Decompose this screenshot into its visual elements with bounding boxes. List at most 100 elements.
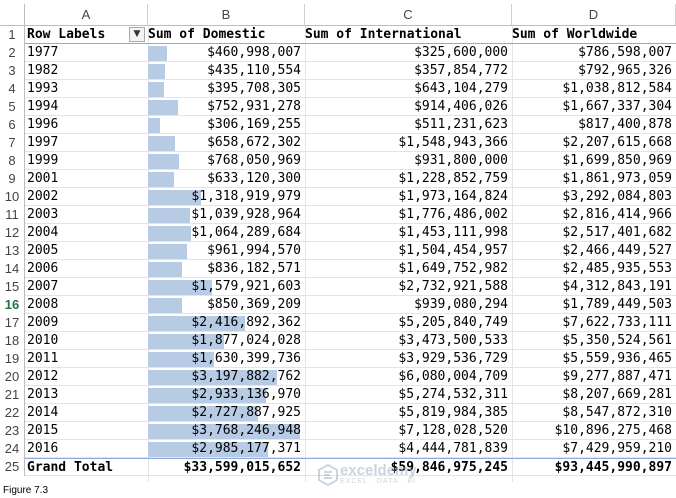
year-cell[interactable]: 2013 (27, 387, 59, 402)
domestic-cell[interactable]: $435,110,554 (207, 63, 301, 78)
international-cell[interactable]: $325,600,000 (414, 45, 508, 60)
international-cell[interactable]: $5,274,532,311 (398, 387, 508, 402)
year-cell[interactable]: 2002 (27, 189, 59, 204)
domestic-cell[interactable]: $1,064,289,684 (191, 225, 301, 240)
sum-international-header[interactable]: Sum of International (305, 27, 462, 42)
year-cell[interactable]: 1977 (27, 45, 59, 60)
worldwide-cell[interactable]: $8,207,669,281 (562, 387, 672, 402)
domestic-cell[interactable]: $3,197,882,762 (191, 369, 301, 384)
worldwide-cell[interactable]: $4,312,843,191 (562, 279, 672, 294)
select-all-corner[interactable] (0, 4, 25, 26)
domestic-cell[interactable]: $2,985,177,371 (191, 441, 301, 456)
worldwide-cell[interactable]: $2,207,615,668 (562, 135, 672, 150)
year-cell[interactable]: 1997 (27, 135, 59, 150)
column-header-a[interactable]: A (25, 4, 148, 26)
row-header-4[interactable]: 4 (0, 80, 25, 98)
grand-total-international[interactable]: $59,846,975,245 (390, 460, 508, 475)
domestic-cell[interactable]: $658,672,302 (207, 135, 301, 150)
worldwide-cell[interactable]: $792,965,326 (578, 63, 672, 78)
year-cell[interactable]: 2009 (27, 315, 59, 330)
domestic-cell[interactable]: $1,318,919,979 (191, 189, 301, 204)
worldwide-cell[interactable]: $1,861,973,059 (562, 171, 672, 186)
year-cell[interactable]: 1982 (27, 63, 59, 78)
row-header-21[interactable]: 21 (0, 386, 25, 404)
international-cell[interactable]: $1,973,164,824 (398, 189, 508, 204)
worldwide-cell[interactable]: $9,277,887,471 (562, 369, 672, 384)
grand-total-worldwide[interactable]: $93,445,990,897 (554, 460, 672, 475)
international-cell[interactable]: $1,453,111,998 (398, 225, 508, 240)
international-cell[interactable]: $643,104,279 (414, 81, 508, 96)
international-cell[interactable]: $3,473,500,533 (398, 333, 508, 348)
row-header-6[interactable]: 6 (0, 116, 25, 134)
row-header-2[interactable]: 2 (0, 44, 25, 62)
year-cell[interactable]: 2012 (27, 369, 59, 384)
row-header-12[interactable]: 12 (0, 224, 25, 242)
row-header-11[interactable]: 11 (0, 206, 25, 224)
row-header-14[interactable]: 14 (0, 260, 25, 278)
international-cell[interactable]: $357,854,772 (414, 63, 508, 78)
international-cell[interactable]: $931,800,000 (414, 153, 508, 168)
domestic-cell[interactable]: $1,630,399,736 (191, 351, 301, 366)
year-cell[interactable]: 2006 (27, 261, 59, 276)
year-cell[interactable]: 2014 (27, 405, 59, 420)
year-cell[interactable]: 2011 (27, 351, 59, 366)
domestic-cell[interactable]: $1,579,921,603 (191, 279, 301, 294)
domestic-cell[interactable]: $460,998,007 (207, 45, 301, 60)
row-header-5[interactable]: 5 (0, 98, 25, 116)
international-cell[interactable]: $4,444,781,839 (398, 441, 508, 456)
worldwide-cell[interactable]: $1,699,850,969 (562, 153, 672, 168)
worldwide-cell[interactable]: $1,667,337,304 (562, 99, 672, 114)
row-header-8[interactable]: 8 (0, 152, 25, 170)
international-cell[interactable]: $1,228,852,759 (398, 171, 508, 186)
international-cell[interactable]: $1,504,454,957 (398, 243, 508, 258)
row-header-15[interactable]: 15 (0, 278, 25, 296)
worldwide-cell[interactable]: $5,350,524,561 (562, 333, 672, 348)
worldwide-cell[interactable]: $7,429,959,210 (562, 441, 672, 456)
row-header-10[interactable]: 10 (0, 188, 25, 206)
year-cell[interactable]: 1999 (27, 153, 59, 168)
year-cell[interactable]: 2001 (27, 171, 59, 186)
row-header-13[interactable]: 13 (0, 242, 25, 260)
sum-worldwide-header[interactable]: Sum of Worldwide (512, 27, 638, 42)
worldwide-cell[interactable]: $2,485,935,553 (562, 261, 672, 276)
domestic-cell[interactable]: $1,039,928,964 (191, 207, 301, 222)
row-header-17[interactable]: 17 (0, 314, 25, 332)
row-header-7[interactable]: 7 (0, 134, 25, 152)
international-cell[interactable]: $5,205,840,749 (398, 315, 508, 330)
filter-dropdown-icon[interactable]: ▼ (129, 27, 145, 42)
worldwide-cell[interactable]: $1,789,449,503 (562, 297, 672, 312)
column-header-b[interactable]: B (148, 4, 305, 26)
international-cell[interactable]: $7,128,028,520 (398, 423, 508, 438)
year-cell[interactable]: 1993 (27, 81, 59, 96)
worldwide-cell[interactable]: $2,466,449,527 (562, 243, 672, 258)
grand-total-domestic[interactable]: $33,599,015,652 (183, 460, 301, 475)
worldwide-cell[interactable]: $7,622,733,111 (562, 315, 672, 330)
domestic-cell[interactable]: $836,182,571 (207, 261, 301, 276)
domestic-cell[interactable]: $306,169,255 (207, 117, 301, 132)
domestic-cell[interactable]: $395,708,305 (207, 81, 301, 96)
international-cell[interactable]: $1,649,752,982 (398, 261, 508, 276)
domestic-cell[interactable]: $768,050,969 (207, 153, 301, 168)
domestic-cell[interactable]: $961,994,570 (207, 243, 301, 258)
row-header-23[interactable]: 23 (0, 422, 25, 440)
row-header-18[interactable]: 18 (0, 332, 25, 350)
row-header-24[interactable]: 24 (0, 440, 25, 458)
international-cell[interactable]: $939,080,294 (414, 297, 508, 312)
year-cell[interactable]: 1994 (27, 99, 59, 114)
row-header-19[interactable]: 19 (0, 350, 25, 368)
row-header-9[interactable]: 9 (0, 170, 25, 188)
column-header-d[interactable]: D (512, 4, 676, 26)
international-cell[interactable]: $1,548,943,366 (398, 135, 508, 150)
year-cell[interactable]: 2016 (27, 441, 59, 456)
row-header-1[interactable]: 1 (0, 26, 25, 44)
worldwide-cell[interactable]: $2,517,401,682 (562, 225, 672, 240)
domestic-cell[interactable]: $1,877,024,028 (191, 333, 301, 348)
year-cell[interactable]: 2007 (27, 279, 59, 294)
domestic-cell[interactable]: $2,416,892,362 (191, 315, 301, 330)
year-cell[interactable]: 2015 (27, 423, 59, 438)
row-header-3[interactable]: 3 (0, 62, 25, 80)
international-cell[interactable]: $511,231,623 (414, 117, 508, 132)
international-cell[interactable]: $2,732,921,588 (398, 279, 508, 294)
year-cell[interactable]: 2003 (27, 207, 59, 222)
international-cell[interactable]: $5,819,984,385 (398, 405, 508, 420)
